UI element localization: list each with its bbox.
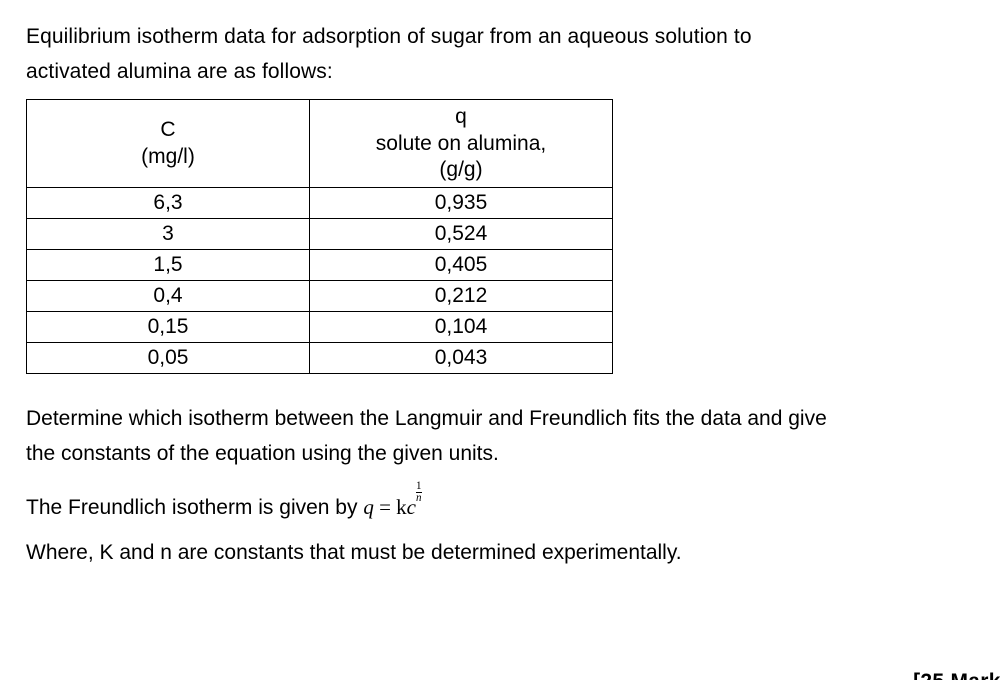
cell-c: 0,15 xyxy=(27,312,310,343)
cell-c: 3 xyxy=(27,219,310,250)
table-header-row: C (mg/l) q solute on alumina, (g/g) xyxy=(27,100,613,188)
cell-c: 6,3 xyxy=(27,188,310,219)
eq-exponent: 1n xyxy=(416,494,422,510)
isotherm-data-table: C (mg/l) q solute on alumina, (g/g) 6,3 … xyxy=(26,99,613,374)
eq-exponent-fraction: 1n xyxy=(416,481,422,503)
header-q: q solute on alumina, (g/g) xyxy=(310,100,613,188)
cell-q: 0,935 xyxy=(310,188,613,219)
table-row: 3 0,524 xyxy=(27,219,613,250)
cell-c: 1,5 xyxy=(27,250,310,281)
task-line-2: the constants of the equation using the … xyxy=(26,442,499,465)
intro-paragraph: Equilibrium isotherm data for adsorption… xyxy=(26,20,1000,89)
equation-prefix: The Freundlich isotherm is given by xyxy=(26,496,363,519)
header-q-units: (g/g) xyxy=(439,158,482,181)
header-c-label: C xyxy=(160,118,175,141)
eq-exp-den: n xyxy=(416,492,422,503)
task-line-1: Determine which isotherm between the Lan… xyxy=(26,407,827,430)
cell-q: 0,104 xyxy=(310,312,613,343)
table-row: 0,05 0,043 xyxy=(27,343,613,374)
freundlich-equation-line: The Freundlich isotherm is given by q = … xyxy=(26,481,1000,526)
intro-line-1: Equilibrium isotherm data for adsorption… xyxy=(26,25,752,48)
header-c: C (mg/l) xyxy=(27,100,310,188)
cell-q: 0,405 xyxy=(310,250,613,281)
header-q-sub: solute on alumina, xyxy=(376,132,546,155)
table-row: 0,15 0,104 xyxy=(27,312,613,343)
cell-q: 0,043 xyxy=(310,343,613,374)
table-row: 1,5 0,405 xyxy=(27,250,613,281)
cell-c: 0,4 xyxy=(27,281,310,312)
marks-fragment: [25 Marks] xyxy=(913,665,1000,680)
eq-exp-num: 1 xyxy=(416,481,422,491)
cell-q: 0,212 xyxy=(310,281,613,312)
constants-note: Where, K and n are constants that must b… xyxy=(26,536,1000,571)
header-c-units: (mg/l) xyxy=(141,145,195,168)
task-paragraph: Determine which isotherm between the Lan… xyxy=(26,402,1000,471)
eq-k: k xyxy=(396,495,407,519)
table-row: 6,3 0,935 xyxy=(27,188,613,219)
eq-c: c xyxy=(407,495,416,519)
page: Equilibrium isotherm data for adsorption… xyxy=(26,20,1000,680)
header-q-label: q xyxy=(455,105,467,128)
eq-equals: = xyxy=(374,495,396,519)
eq-q: q xyxy=(363,495,374,519)
cell-q: 0,524 xyxy=(310,219,613,250)
table-row: 0,4 0,212 xyxy=(27,281,613,312)
cell-c: 0,05 xyxy=(27,343,310,374)
intro-line-2: activated alumina are as follows: xyxy=(26,60,333,83)
